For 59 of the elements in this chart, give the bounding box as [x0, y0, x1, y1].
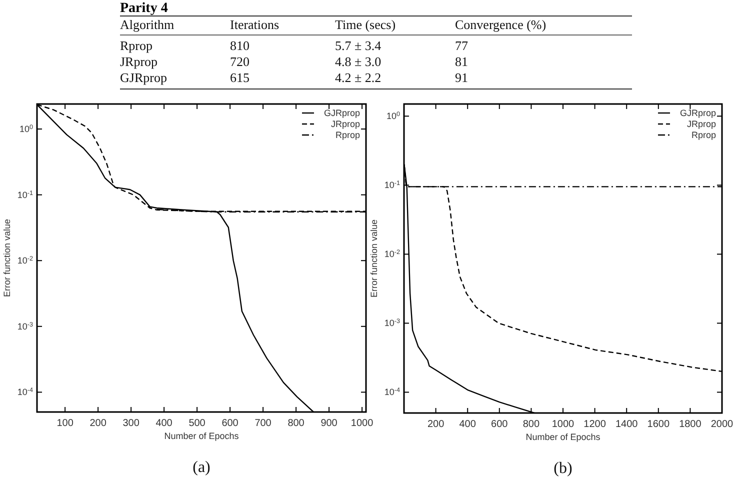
y-tick-label: 10$^{-2}$: [384, 248, 400, 260]
text: 81: [455, 54, 468, 69]
x-tick-label: 1000: [552, 419, 575, 430]
x-tick-label: 600: [491, 419, 508, 430]
x-tick-label: 1200: [584, 419, 606, 430]
x-tick-label: 2000: [710, 419, 734, 430]
x-tick-label: 1800: [679, 419, 702, 430]
x-tick-label: 400: [156, 418, 173, 429]
y-tick-label: 10$^{-3}$: [17, 320, 34, 332]
text: Convergence (%): [455, 17, 546, 32]
x-tick-label: 800: [288, 418, 305, 429]
text: 77: [455, 38, 468, 53]
text: (b): [554, 460, 572, 477]
x-tick-label: 100: [56, 418, 74, 429]
x-tick-label: 800: [522, 419, 540, 430]
y-tick-label: 10$^{-4}$: [17, 386, 34, 398]
text: Parity 4: [120, 1, 168, 16]
text: Time (secs): [335, 17, 396, 32]
text: 615: [230, 70, 250, 85]
text: Iterations: [230, 17, 280, 32]
text: 4.8 ± 3.0: [335, 54, 382, 69]
y-tick-label: 10$^{-3}$: [384, 318, 400, 328]
x-tick-label: 1600: [647, 419, 670, 430]
y-tick-label: 10$^{-1}$: [17, 189, 34, 200]
text: Algorithm: [120, 17, 174, 32]
x-axis-title: Number of Epochs: [526, 432, 601, 442]
text: 4.2 ± 2.2: [335, 70, 382, 85]
text: 810: [230, 38, 250, 53]
text: 720: [230, 54, 250, 69]
text: (a): [192, 459, 210, 476]
y-axis-title: Error function value: [2, 218, 12, 298]
y-tick-label: 10$^{0}$: [386, 110, 400, 122]
x-tick-label: 900: [320, 418, 338, 429]
x-tick-label: 1000: [350, 418, 374, 429]
y-tick-label: 10$^{-1}$: [384, 180, 400, 190]
legend-label: JRprop: [686, 119, 716, 129]
text: 5.7 ± 3.4: [335, 38, 382, 53]
x-tick-label: 400: [459, 419, 476, 430]
x-tick-label: 200: [427, 419, 445, 430]
y-tick-label: 10$^{0}$: [19, 124, 34, 134]
text: JRprop: [120, 54, 158, 69]
legend-label: GJRprop: [680, 108, 716, 118]
legend-label: JRprop: [330, 119, 360, 129]
x-tick-label: 1400: [615, 419, 638, 430]
text: 91: [455, 70, 468, 85]
legend-label: Rprop: [335, 130, 360, 140]
legend-label: Rprop: [691, 130, 716, 140]
text: Rprop: [120, 38, 152, 53]
x-axis-title: Number of Epochs: [164, 431, 240, 441]
y-tick-label: 10$^{-4}$: [384, 386, 400, 398]
x-tick-label: 500: [188, 418, 206, 429]
legend-label: GJRprop: [324, 108, 360, 118]
y-axis-title: Error function value: [369, 219, 379, 298]
x-tick-label: 600: [222, 418, 239, 429]
y-tick-label: 10$^{-2}$: [17, 255, 34, 266]
text: GJRprop: [120, 70, 167, 85]
x-tick-label: 700: [254, 418, 272, 429]
x-tick-label: 200: [90, 418, 107, 429]
x-tick-label: 300: [122, 418, 140, 429]
